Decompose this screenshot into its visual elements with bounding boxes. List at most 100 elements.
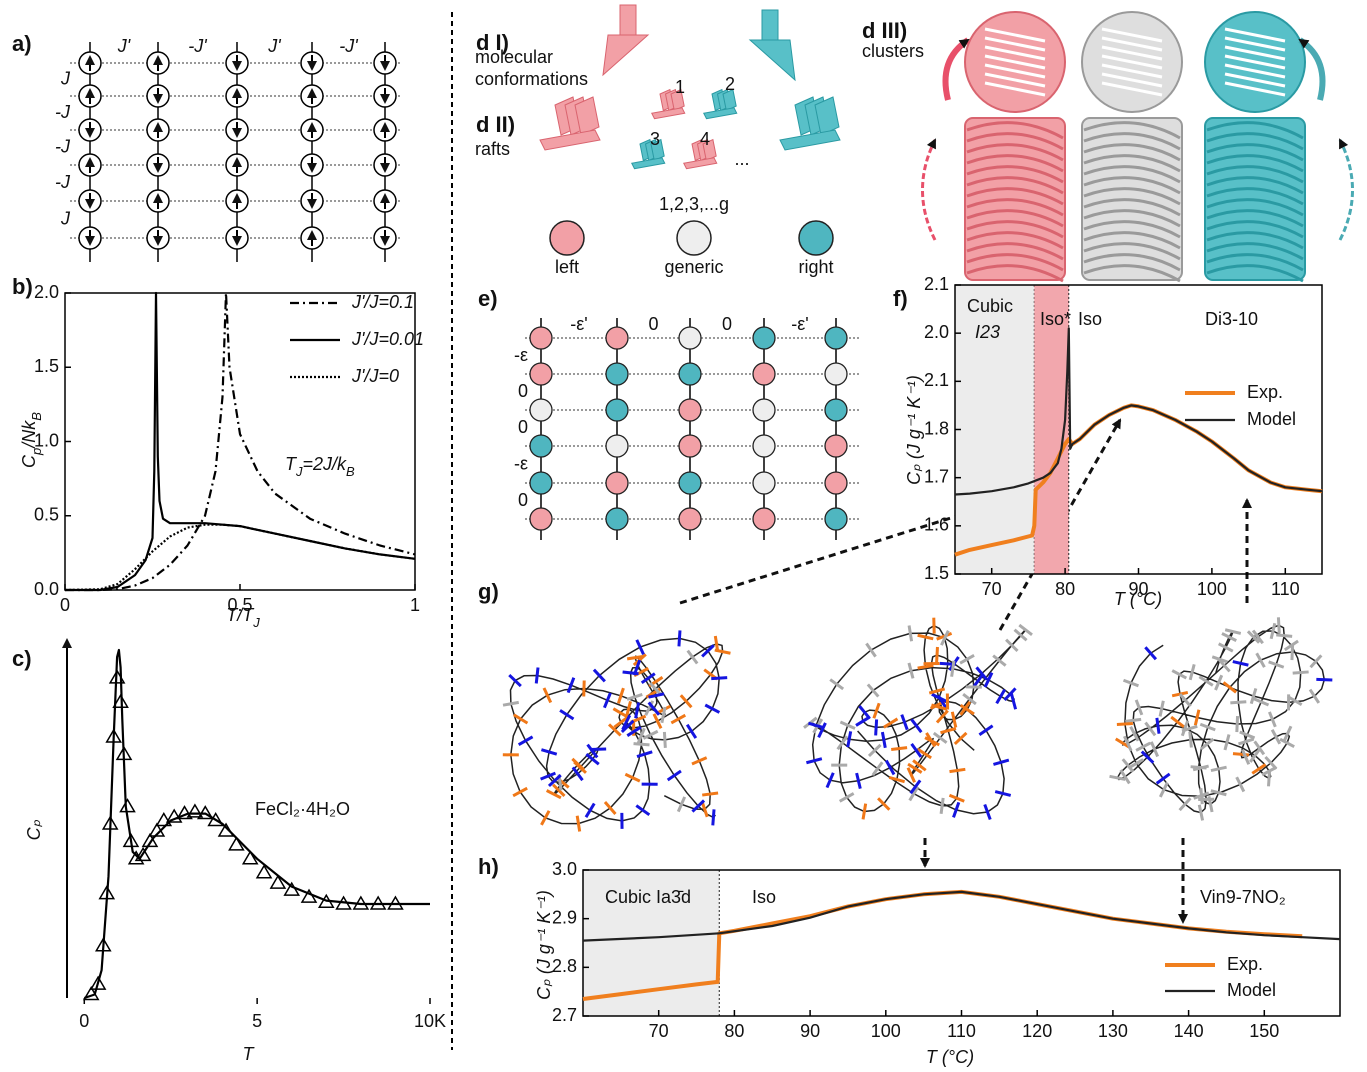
region-label: Di3-10	[1205, 309, 1258, 329]
rod-stripe	[1083, 187, 1181, 206]
y-tick-label: 2.9	[552, 907, 577, 927]
side-chain	[935, 646, 939, 664]
side-chain	[607, 723, 622, 737]
raft-base	[683, 157, 718, 170]
side-chain	[1122, 678, 1139, 688]
region-label: Iso	[1078, 309, 1102, 329]
side-chain	[1155, 717, 1161, 734]
raft-plate	[702, 138, 717, 162]
side-chain	[1199, 722, 1216, 732]
cluster-stripe	[984, 45, 1046, 61]
side-chain	[932, 731, 948, 744]
side-chain	[648, 682, 663, 696]
side-chain	[626, 725, 642, 737]
side-chain	[677, 630, 682, 647]
side-chain	[644, 700, 655, 716]
side-chain	[1232, 752, 1250, 757]
x-tick-label: 70	[982, 579, 1002, 599]
side-chain	[949, 767, 966, 774]
panel-label: c)	[12, 646, 32, 671]
cluster-stripe	[1224, 81, 1286, 97]
side-chain	[1121, 758, 1135, 773]
raft-index: 1	[675, 77, 685, 97]
x-tick-label: 110	[947, 1021, 976, 1041]
side-chain	[952, 801, 961, 818]
raft-base	[703, 107, 738, 120]
text-part: J	[252, 615, 260, 630]
side-chain	[939, 797, 945, 815]
side-chain	[1135, 741, 1151, 752]
side-chain	[648, 692, 665, 699]
side-chain	[953, 731, 968, 746]
rod-stripe	[1083, 231, 1181, 250]
x-axis-label: T/TJ	[226, 605, 260, 630]
side-chain	[916, 747, 932, 760]
side-chain	[640, 672, 656, 685]
rod-stripe	[1083, 143, 1181, 162]
rod-stripe	[966, 220, 1064, 239]
side-chain	[907, 625, 914, 642]
side-chain	[1221, 632, 1237, 642]
text-part: J	[295, 464, 303, 479]
rod-stripe	[1206, 143, 1304, 162]
rod-stripe	[1083, 264, 1181, 283]
coupling-label: -ε	[514, 453, 528, 473]
state-site	[752, 434, 776, 458]
y-tick-label: 0.0	[34, 579, 59, 599]
side-chain	[1239, 730, 1256, 740]
coupling-label: 0	[648, 314, 658, 334]
side-chain	[992, 654, 1007, 667]
data-point	[134, 846, 152, 862]
state-site	[824, 507, 848, 531]
side-chain	[540, 748, 558, 756]
state-site	[824, 362, 848, 386]
region-label: Cubic	[967, 296, 1013, 316]
side-chain	[1255, 652, 1266, 668]
side-chain	[592, 668, 606, 683]
side-chain	[1276, 617, 1281, 634]
side-chain	[1193, 709, 1201, 726]
data-point	[141, 832, 159, 848]
data-point	[112, 693, 129, 708]
side-chain	[983, 803, 992, 821]
side-chain	[1140, 750, 1155, 764]
panel-label: a)	[12, 31, 32, 56]
side-chain	[713, 635, 720, 653]
coupling-label: -J	[55, 172, 71, 192]
side-chain	[1119, 769, 1131, 785]
x-tick-label: 80	[1055, 579, 1075, 599]
state-site	[752, 471, 776, 495]
region-label: Iso*	[1040, 309, 1071, 329]
side-chain	[679, 694, 693, 709]
x-axis-label: T (°C)	[926, 1047, 974, 1067]
y-axis-label: Cₚ (J g⁻¹ K⁻¹)	[534, 890, 554, 1000]
molecule-core	[761, 9, 779, 41]
side-chain	[626, 693, 643, 701]
side-chain	[686, 649, 699, 665]
side-chain	[884, 759, 896, 776]
side-chain	[676, 796, 687, 813]
side-chain	[634, 702, 641, 719]
side-chain	[517, 735, 534, 747]
side-chain	[1116, 722, 1133, 726]
state-site	[529, 507, 553, 531]
side-chain	[1253, 740, 1266, 756]
rotation-arrow	[1298, 37, 1326, 101]
side-chain	[1222, 681, 1237, 694]
side-chain	[866, 683, 880, 698]
data-point	[89, 975, 107, 990]
annotation: FeCl₂·4H₂O	[255, 799, 350, 819]
side-chain	[1128, 758, 1144, 769]
rod-stripe	[966, 132, 1064, 151]
cluster-stripe	[1224, 45, 1286, 61]
state-site	[605, 362, 629, 386]
state-site	[529, 471, 553, 495]
y-tick-label: 2.0	[34, 282, 59, 302]
helix-arrow	[921, 138, 937, 241]
side-chain	[1282, 725, 1293, 742]
rod-stripe	[1083, 242, 1181, 261]
side-chain	[983, 672, 994, 688]
data-line	[954, 327, 1323, 496]
text-part: /Nk	[19, 420, 39, 450]
side-chain	[877, 797, 891, 811]
